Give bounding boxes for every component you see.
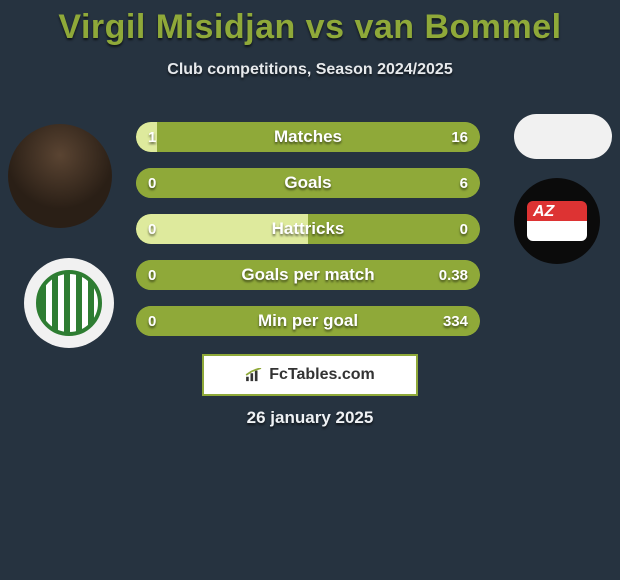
club-right-logo — [514, 178, 600, 264]
page-title: Virgil Misidjan vs van Bommel — [0, 0, 620, 47]
stat-row: 0 Min per goal 334 — [136, 306, 480, 336]
stat-label: Matches — [136, 122, 480, 152]
stat-label: Goals per match — [136, 260, 480, 290]
stat-bars: 1 Matches 16 0 Goals 6 0 Hattricks 0 0 G… — [136, 122, 480, 352]
stat-right-value: 0.38 — [439, 260, 468, 290]
stat-row: 0 Hattricks 0 — [136, 214, 480, 244]
stat-row: 1 Matches 16 — [136, 122, 480, 152]
stat-label: Goals — [136, 168, 480, 198]
stat-label: Min per goal — [136, 306, 480, 336]
stat-row: 0 Goals per match 0.38 — [136, 260, 480, 290]
stat-right-value: 16 — [451, 122, 468, 152]
player-left-avatar — [8, 124, 112, 228]
stat-right-value: 6 — [460, 168, 468, 198]
stat-right-value: 0 — [460, 214, 468, 244]
stat-row: 0 Goals 6 — [136, 168, 480, 198]
player-right-avatar — [514, 114, 612, 159]
date-label: 26 january 2025 — [0, 408, 620, 428]
brand-box[interactable]: FcTables.com — [202, 354, 418, 396]
club-left-logo — [24, 258, 114, 348]
stat-label: Hattricks — [136, 214, 480, 244]
chart-icon — [245, 368, 263, 382]
subtitle: Club competitions, Season 2024/2025 — [0, 61, 620, 79]
brand-label: FcTables.com — [269, 366, 375, 384]
stat-right-value: 334 — [443, 306, 468, 336]
